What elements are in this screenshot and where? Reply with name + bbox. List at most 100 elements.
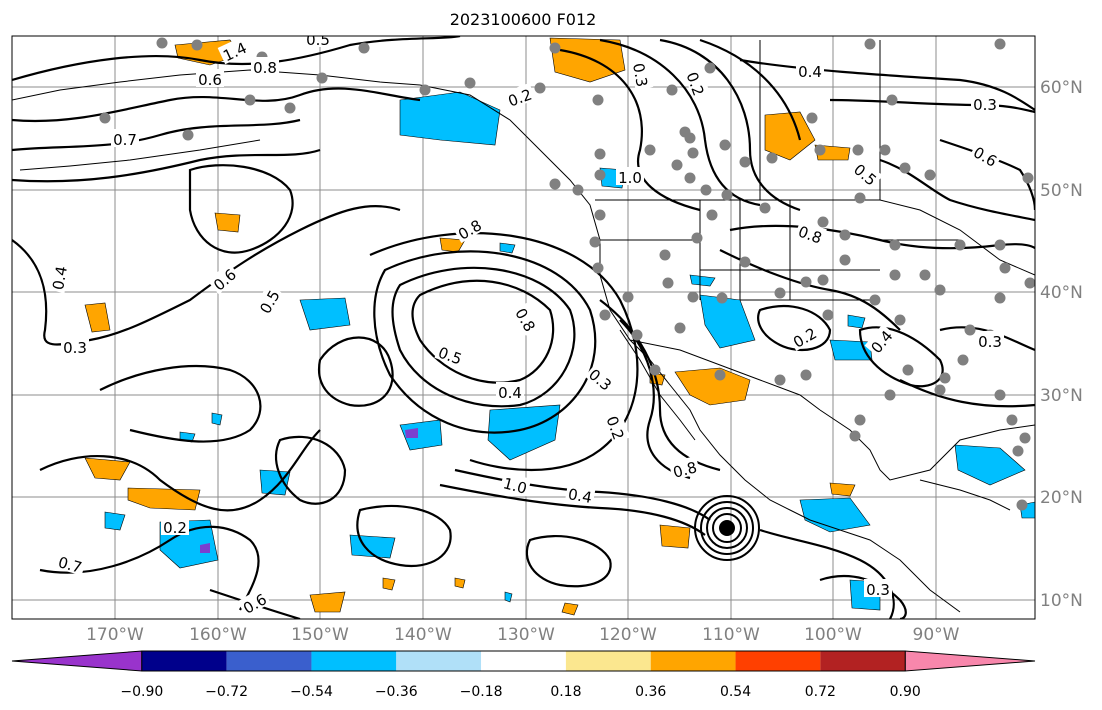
contour-label: 0.8 <box>671 458 699 482</box>
fill-patch <box>299 297 351 331</box>
station-dot <box>534 82 546 94</box>
lat-label: 50°N <box>1040 181 1083 201</box>
colorbar-tick-label: 0.90 <box>890 684 921 700</box>
contour-line <box>317 336 394 407</box>
contour-label-group: 0.3 <box>61 337 89 357</box>
ring <box>706 507 748 549</box>
contour-line <box>829 98 1035 114</box>
contour-label-bg <box>452 213 486 244</box>
fill-patch <box>504 591 513 603</box>
fill-patch <box>674 367 751 406</box>
station-dot <box>649 364 661 376</box>
colorbar-arrow-right <box>904 650 1036 672</box>
latitude-labels: 60°N 50°N 40°N 30°N 20°N 10°N <box>1040 78 1083 611</box>
contour-label: 0.7 <box>113 131 137 149</box>
station-dot <box>1006 414 1018 426</box>
colorbar-swatch <box>650 651 736 671</box>
contour-label-bg <box>46 262 70 294</box>
station-dot <box>934 384 946 396</box>
fill-patch <box>84 457 131 481</box>
colorbar-tick-label: 0.72 <box>805 684 836 700</box>
contour-label-bg <box>499 471 532 497</box>
colorbar-arrow-left <box>11 650 143 672</box>
lon-label: 130°W <box>497 625 555 645</box>
station-dot <box>894 314 906 326</box>
contour-label-bg <box>969 140 1003 171</box>
station-dot <box>864 38 876 50</box>
contour-label-group: 0.3 <box>976 331 1004 351</box>
fill-patch <box>764 111 816 161</box>
fill-patch <box>382 577 396 591</box>
station-dot <box>419 84 431 96</box>
contour-label-bg <box>971 94 999 112</box>
contour-line <box>699 38 802 141</box>
contour-line <box>599 299 721 472</box>
contour-label-bg <box>207 262 241 295</box>
contour-label: 0.8 <box>253 59 277 77</box>
fill-patch <box>954 444 1026 486</box>
station-dot <box>889 239 901 251</box>
contour-line <box>759 528 895 619</box>
fill-patch <box>84 302 111 333</box>
contour-label: 0.7 <box>56 553 84 577</box>
contour-line <box>12 204 401 346</box>
contour-label-bg <box>683 67 711 100</box>
station-dot <box>919 269 931 281</box>
contour-label-bg <box>864 579 892 597</box>
contour-line <box>819 575 907 619</box>
contour-label-bg <box>787 321 821 352</box>
station-dot <box>817 274 829 286</box>
lon-label: 90°W <box>913 625 960 645</box>
station-dot <box>879 144 891 156</box>
contour-line <box>559 48 701 212</box>
station-dot <box>671 159 683 171</box>
colorbar-swatch <box>481 651 566 671</box>
fill-patch <box>405 428 418 438</box>
fill-patch <box>847 314 866 329</box>
station-dot <box>594 169 606 181</box>
contour-label-bg <box>434 340 467 368</box>
station-dot <box>889 269 901 281</box>
station-dot <box>244 94 256 106</box>
fill-patch <box>829 482 856 497</box>
contour-label-bg <box>496 382 524 400</box>
contour-label-bg <box>237 587 271 618</box>
fill-patch <box>399 91 501 146</box>
lon-label: 170°W <box>86 625 144 645</box>
station-dot <box>316 72 328 84</box>
station-dot <box>644 144 656 156</box>
colorbar-tick-labels: −0.90 −0.72 −0.54 −0.36 −0.18 0.18 0.36 0.54 0.7… <box>120 684 920 700</box>
colorbar-tick-label: 0.18 <box>550 684 581 700</box>
fill-patch <box>549 37 626 83</box>
contour-line <box>439 483 706 536</box>
purple-fill-patches <box>200 428 418 553</box>
orange-fill-patches <box>84 37 856 616</box>
contour-line <box>858 326 944 388</box>
lat-label: 30°N <box>1040 386 1083 406</box>
contour-line <box>659 38 801 212</box>
contour-label-bg <box>668 455 701 481</box>
fill-patch <box>561 602 579 616</box>
contour-label-group: 0.5 <box>304 36 332 49</box>
map-title: 2023100600 F012 <box>449 10 597 29</box>
station-dot <box>721 189 733 201</box>
station-dot <box>684 172 696 184</box>
fill-patch <box>127 487 201 511</box>
station-dot <box>687 291 699 303</box>
contour-label: 0.4 <box>567 485 594 507</box>
contour-label-bg <box>603 411 631 444</box>
contour-label: 0.4 <box>798 63 822 81</box>
contour-label: 0.3 <box>973 96 997 114</box>
lat-label: 40°N <box>1040 283 1083 303</box>
fill-patch <box>659 524 691 549</box>
contour-label-bg <box>217 36 251 65</box>
cyan-fill-patches <box>104 91 1035 611</box>
contour-label: 0.3 <box>63 339 87 357</box>
station-dot <box>1016 499 1028 511</box>
contour-label-bg <box>849 157 883 190</box>
station-dot <box>549 42 561 54</box>
fill-patch <box>399 419 443 451</box>
contour-lines <box>12 36 1035 619</box>
station-dot <box>954 239 966 251</box>
contour-line <box>619 319 691 480</box>
